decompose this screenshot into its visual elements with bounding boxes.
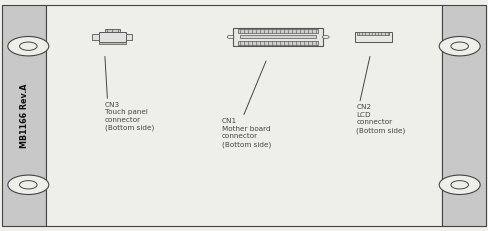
Bar [238,41,318,45]
Bar [99,42,126,44]
Text: MB1166 Rev.A: MB1166 Rev.A [20,83,29,148]
Text: CN1
Mother board
connector
(Bottom side): CN1 Mother board connector (Bottom side) [222,118,271,148]
Circle shape [439,36,480,56]
Bar [105,29,120,32]
Circle shape [8,175,49,195]
Circle shape [20,181,37,189]
Text: CN2
LCD
connector
(Bottom side): CN2 LCD connector (Bottom side) [356,104,406,134]
Bar [238,29,318,33]
Bar [93,34,99,40]
Circle shape [8,36,49,56]
Circle shape [323,35,329,39]
Circle shape [20,42,37,50]
Bar [99,32,126,42]
Bar [442,5,486,226]
Bar [126,34,132,40]
Circle shape [451,181,468,189]
Text: CN3
Touch panel
connector
(Bottom side): CN3 Touch panel connector (Bottom side) [105,102,154,131]
Bar [2,5,46,226]
Circle shape [451,42,468,50]
Bar [240,35,316,38]
Bar [233,28,323,46]
Circle shape [439,175,480,195]
Circle shape [227,35,234,39]
Bar [355,32,392,42]
Bar [46,5,442,226]
Bar [358,32,389,36]
